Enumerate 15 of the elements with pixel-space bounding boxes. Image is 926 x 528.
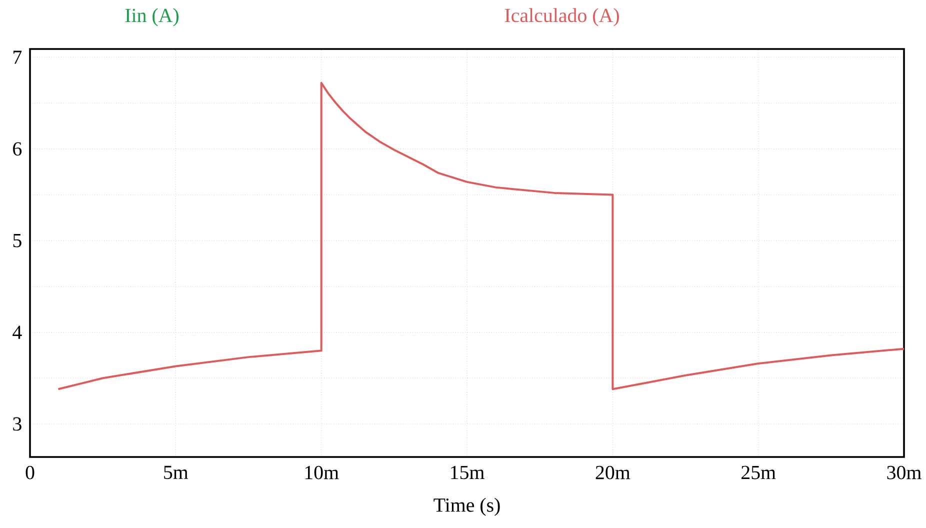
y-tick-label: 7	[14, 50, 22, 64]
x-tick-label: 10m	[305, 466, 339, 480]
x-tick-label: 20m	[596, 466, 630, 480]
text: Icalculado (A)	[504, 8, 619, 26]
y-tick-label: 3	[13, 417, 22, 431]
x-tick-label: 0	[26, 466, 34, 480]
y-tick-label: 4	[12, 326, 22, 339]
x-tick-label: 30m	[887, 466, 922, 480]
y-tick-label: 6	[13, 142, 22, 156]
x-tick-label: 15m	[451, 466, 484, 480]
legend-label: Iin (A)	[125, 8, 178, 26]
x-axis-title: Time (s)	[434, 498, 500, 516]
x-tick-label: 25m	[742, 466, 776, 480]
y-tick-label: 5	[13, 234, 22, 248]
x-tick-label: 5m	[164, 466, 188, 480]
